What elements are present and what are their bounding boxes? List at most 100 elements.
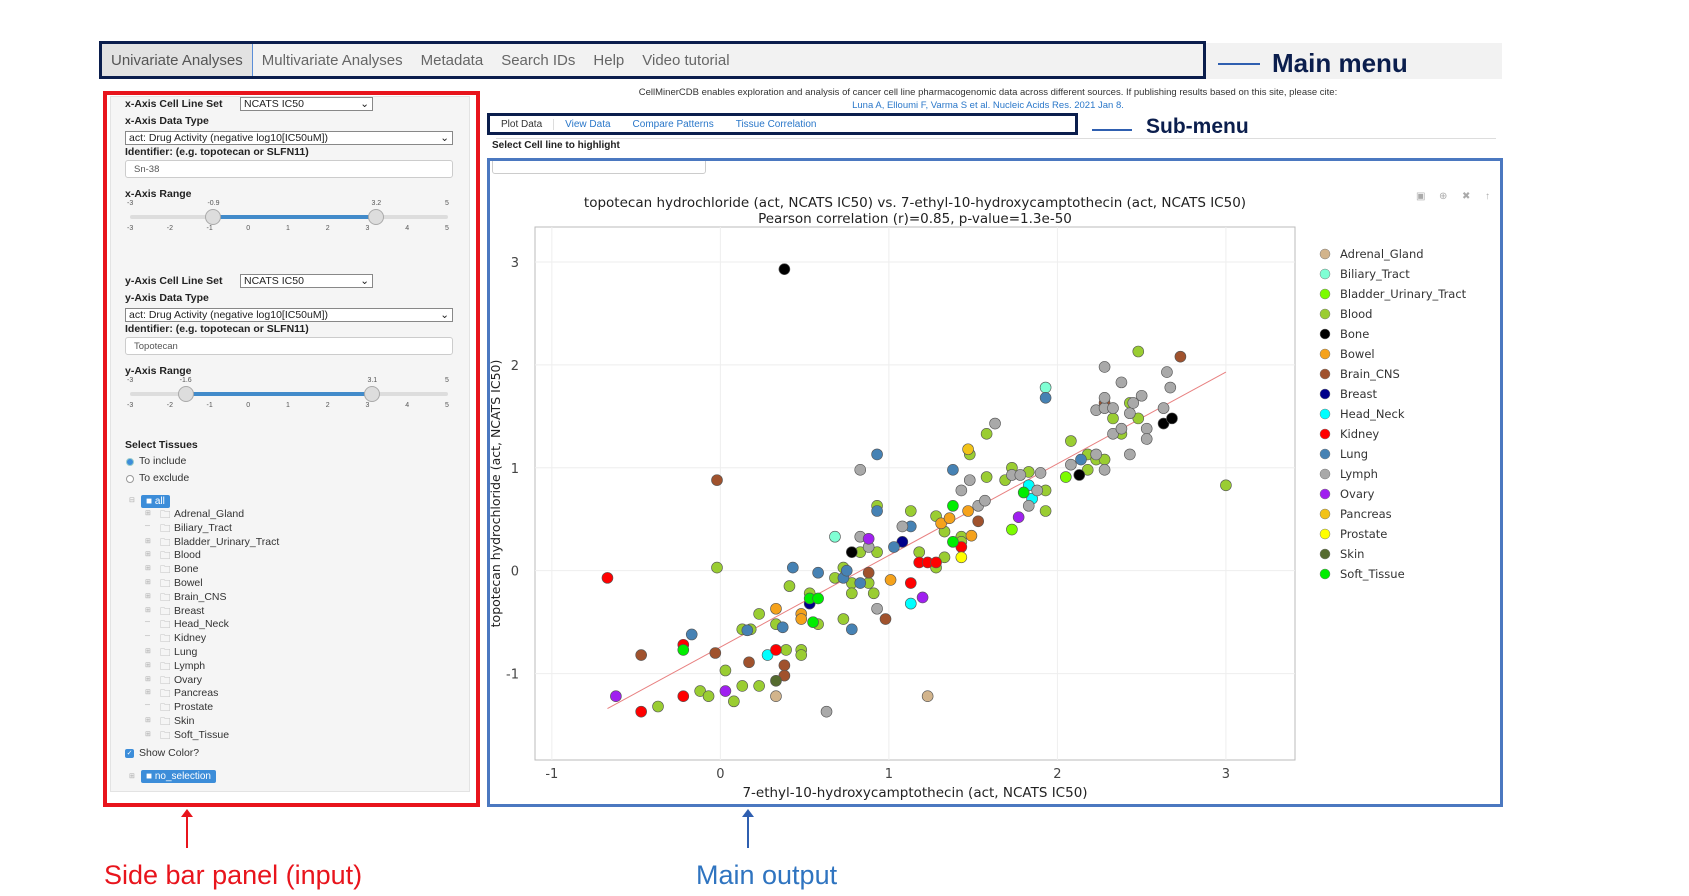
data-point-blood[interactable] bbox=[795, 649, 808, 661]
data-point-breast[interactable] bbox=[896, 536, 909, 548]
tree-item[interactable]: Lung bbox=[174, 646, 198, 658]
data-point-adrenal_gland[interactable] bbox=[770, 690, 782, 703]
expand-icon[interactable]: ⊞ bbox=[145, 537, 151, 545]
tree-item[interactable]: Breast bbox=[174, 604, 205, 617]
tree-item[interactable]: Prostate bbox=[174, 701, 214, 714]
data-point-lymph[interactable] bbox=[1135, 389, 1148, 402]
data-point-bowel[interactable] bbox=[935, 517, 947, 530]
data-point-blood[interactable] bbox=[913, 546, 926, 558]
data-point-pancreas[interactable] bbox=[962, 443, 974, 456]
legend-item[interactable]: Lymph bbox=[1340, 467, 1378, 481]
data-point-brain_cns[interactable] bbox=[879, 613, 892, 625]
legend-item[interactable]: Brain_CNS bbox=[1340, 367, 1400, 381]
data-point-soft_tissue[interactable] bbox=[947, 500, 959, 512]
legend-item[interactable]: Bladder_Urinary_Tract bbox=[1340, 287, 1467, 301]
data-point-lymph[interactable] bbox=[955, 484, 968, 497]
data-point-lymph[interactable] bbox=[989, 417, 1001, 430]
data-point-soft_tissue[interactable] bbox=[1017, 486, 1030, 499]
data-point-lymph[interactable] bbox=[979, 494, 991, 507]
data-point-biliary_tract[interactable] bbox=[1039, 381, 1052, 394]
tab-view-data[interactable]: View Data bbox=[565, 118, 611, 130]
tree-item[interactable]: Skin bbox=[174, 715, 195, 727]
menu-item-metadata[interactable]: Metadata bbox=[420, 51, 484, 69]
legend-item[interactable]: Skin bbox=[1340, 547, 1364, 561]
data-point-adrenal_gland[interactable] bbox=[921, 690, 934, 703]
tree-item[interactable]: Brain_CNS bbox=[174, 590, 227, 603]
tree-item[interactable]: Lymph bbox=[174, 659, 206, 672]
tree-item[interactable]: Bowel bbox=[174, 577, 203, 589]
data-point-kidney[interactable] bbox=[635, 705, 647, 718]
x-datatype-select[interactable]: act: Drug Activity (negative log10[IC50u… bbox=[125, 131, 453, 145]
no-selection-node[interactable]: ■ no_selection bbox=[141, 770, 216, 783]
data-point-bowel[interactable] bbox=[943, 512, 956, 524]
data-point-bladder_urinary_tract[interactable] bbox=[1060, 471, 1072, 483]
legend-item[interactable]: Adrenal_Gland bbox=[1340, 247, 1424, 261]
exclude-radio[interactable] bbox=[126, 475, 134, 483]
data-point-lymph[interactable] bbox=[963, 474, 976, 486]
data-point-lymph[interactable] bbox=[871, 602, 883, 615]
data-point-lung[interactable] bbox=[871, 448, 883, 461]
legend-item[interactable]: Lung bbox=[1340, 447, 1368, 461]
data-point-lung[interactable] bbox=[812, 566, 824, 579]
data-point-blood[interactable] bbox=[711, 561, 723, 574]
data-point-kidney[interactable] bbox=[601, 572, 614, 584]
expand-icon[interactable]: ⊞ bbox=[145, 551, 151, 559]
data-point-blood[interactable] bbox=[1220, 479, 1232, 492]
menu-item-univariate-analyses[interactable]: Univariate Analyses bbox=[102, 44, 253, 76]
data-point-brain_cns[interactable] bbox=[635, 649, 647, 661]
data-point-lung[interactable] bbox=[871, 505, 883, 517]
data-point-lymph[interactable] bbox=[1034, 467, 1047, 479]
data-point-lung[interactable] bbox=[846, 623, 858, 636]
data-point-lymph[interactable] bbox=[820, 705, 833, 718]
menu-item-video-tutorial[interactable]: Video tutorial bbox=[642, 51, 730, 69]
data-point-blood[interactable] bbox=[702, 690, 715, 703]
data-point-blood[interactable] bbox=[871, 546, 883, 558]
data-point-lung[interactable] bbox=[776, 621, 789, 634]
expand-icon[interactable]: ⊞ bbox=[145, 717, 151, 724]
y-datatype-select[interactable]: act: Drug Activity (negative log10[IC50u… bbox=[125, 308, 453, 322]
data-point-soft_tissue[interactable] bbox=[812, 592, 824, 605]
data-point-blood[interactable] bbox=[780, 644, 792, 656]
tree-item[interactable]: Bone bbox=[174, 563, 199, 576]
data-point-blood[interactable] bbox=[694, 685, 706, 697]
data-point-kidney[interactable] bbox=[677, 690, 690, 703]
data-point-lymph[interactable] bbox=[1065, 458, 1077, 471]
data-point-lymph[interactable] bbox=[1157, 402, 1170, 414]
data-point-lung[interactable] bbox=[840, 564, 853, 577]
y-range-low-handle[interactable] bbox=[177, 386, 194, 402]
data-point-lymph[interactable] bbox=[1022, 500, 1035, 512]
data-point-lymph[interactable] bbox=[1140, 433, 1153, 445]
data-point-lymph[interactable] bbox=[1124, 448, 1136, 461]
data-point-brain_cns[interactable] bbox=[778, 659, 791, 672]
data-point-blood[interactable] bbox=[1132, 412, 1145, 425]
legend-item[interactable]: Head_Neck bbox=[1340, 407, 1405, 421]
expand-icon[interactable]: ⊞ bbox=[145, 510, 151, 517]
expand-icon[interactable]: ⊞ bbox=[145, 689, 151, 697]
tree-item[interactable]: Head_Neck bbox=[174, 618, 229, 631]
data-point-bone[interactable] bbox=[1166, 412, 1178, 425]
data-point-ovary[interactable] bbox=[719, 685, 732, 697]
data-point-bone[interactable] bbox=[1157, 417, 1170, 430]
y-cellset-select[interactable]: NCATS IC50 ⌄ bbox=[240, 274, 373, 288]
tree-item[interactable]: Blood bbox=[174, 549, 201, 562]
data-point-lymph[interactable] bbox=[1014, 469, 1027, 481]
x-cellset-select[interactable]: NCATS IC50 ⌄ bbox=[240, 97, 373, 111]
include-radio[interactable] bbox=[126, 458, 134, 466]
y-identifier-input[interactable]: Topotecan bbox=[125, 337, 453, 355]
data-point-soft_tissue[interactable] bbox=[677, 644, 690, 656]
legend-item[interactable]: Blood bbox=[1340, 307, 1372, 321]
tree-item[interactable]: Pancreas bbox=[174, 687, 219, 700]
data-point-bone[interactable] bbox=[1073, 469, 1086, 481]
data-point-lymph[interactable] bbox=[1164, 381, 1177, 394]
data-point-lung[interactable] bbox=[685, 628, 698, 641]
data-point-lymph[interactable] bbox=[1127, 397, 1140, 409]
data-point-blood[interactable] bbox=[1132, 345, 1145, 358]
tab-plot-data[interactable]: Plot Data bbox=[490, 118, 555, 130]
legend-item[interactable]: Soft_Tissue bbox=[1340, 567, 1405, 581]
scatter-plot[interactable]: -1 0 1 2 3 -1 0 1 2 3 Adrenal_Gland Biliary_Tract Bl… bbox=[490, 161, 1500, 804]
data-point-head_neck[interactable] bbox=[904, 597, 917, 610]
citation-link[interactable]: Luna A, Elloumi F, Varma S et al. Nuclei… bbox=[852, 100, 1124, 111]
data-point-blood[interactable] bbox=[728, 695, 740, 708]
data-point-lymph[interactable] bbox=[1161, 366, 1173, 378]
data-point-kidney[interactable] bbox=[904, 577, 917, 589]
